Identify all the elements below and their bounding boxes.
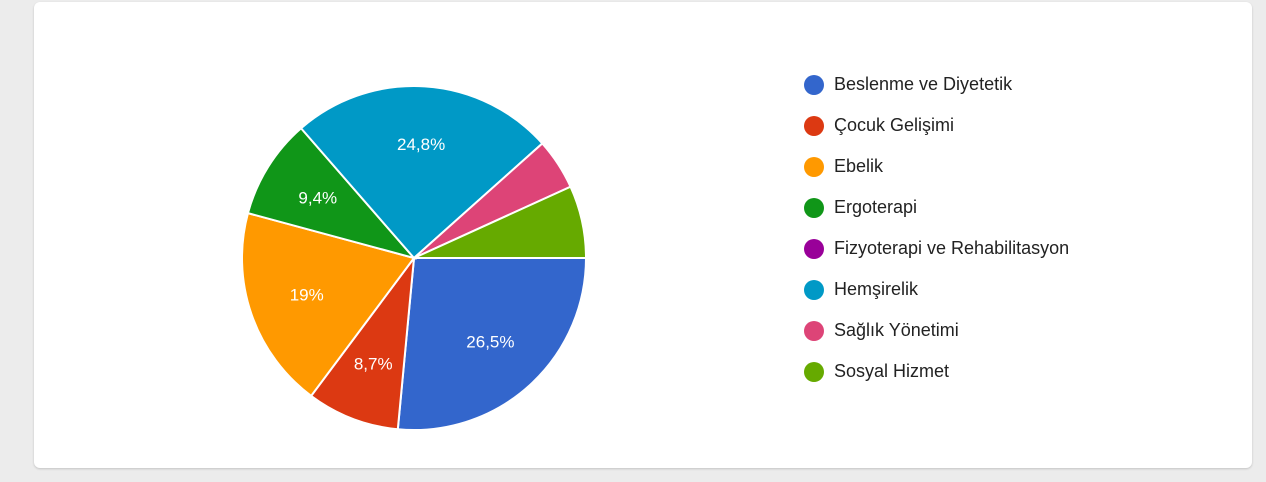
legend-label: Ebelik: [834, 156, 884, 176]
slice-label: 19%: [290, 286, 324, 305]
legend-swatch-icon: [804, 197, 824, 218]
legend-item[interactable]: Beslenme ve Diyetetik: [804, 64, 1069, 105]
legend-label: Çocuk Gelişimi: [834, 115, 955, 135]
pie-slice[interactable]: [299, 85, 544, 260]
legend: Beslenme ve Diyetetik Çocuk Gelişimi Ebeli…: [804, 64, 1069, 392]
legend-label: Fizyoterapi ve Rehabilitasyon: [834, 238, 1070, 258]
legend-swatch-icon: [804, 320, 824, 341]
legend-item[interactable]: Sosyal Hizmet: [804, 351, 1069, 392]
legend-item[interactable]: Ebelik: [804, 146, 1069, 187]
legend-label: Beslenme ve Diyetetik: [834, 74, 1013, 94]
legend-swatch-icon: [804, 361, 824, 382]
slice-label: 26,5%: [466, 332, 514, 351]
legend-label: Sağlık Yönetimi: [834, 320, 959, 340]
pie-chart: 26,5% 8,7% 19% 9,4% 24,8%: [241, 85, 588, 431]
legend-swatch-icon: [804, 156, 824, 177]
pie-slice[interactable]: [396, 257, 588, 431]
legend-label: Sosyal Hizmet: [834, 361, 950, 381]
pie-slice[interactable]: [413, 185, 588, 259]
slice-label: 24,8%: [397, 135, 445, 154]
legend-item[interactable]: Ergoterapi: [804, 187, 1069, 228]
legend-swatch-icon: [804, 238, 824, 259]
slice-label: 9,4%: [298, 188, 337, 207]
legend-swatch-icon: [804, 74, 824, 95]
legend-item[interactable]: Sağlık Yönetimi: [804, 310, 1069, 351]
chart-card: 26,5% 8,7% 19% 9,4% 24,8% Beslenme ve Diyete…: [34, 2, 1252, 468]
legend-item[interactable]: Fizyoterapi ve Rehabilitasyon: [804, 228, 1069, 269]
legend-label: Hemşirelik: [834, 279, 919, 299]
pie-slice[interactable]: [309, 254, 416, 431]
legend-swatch-icon: [804, 279, 824, 300]
legend-item[interactable]: Çocuk Gelişimi: [804, 105, 1069, 146]
slice-label: 8,7%: [354, 354, 393, 373]
legend-item[interactable]: Hemşirelik: [804, 269, 1069, 310]
legend-swatch-icon: [804, 115, 824, 136]
pie-slice[interactable]: [241, 211, 416, 398]
legend-label: Ergoterapi: [834, 197, 918, 217]
pie-slice[interactable]: [246, 126, 417, 260]
